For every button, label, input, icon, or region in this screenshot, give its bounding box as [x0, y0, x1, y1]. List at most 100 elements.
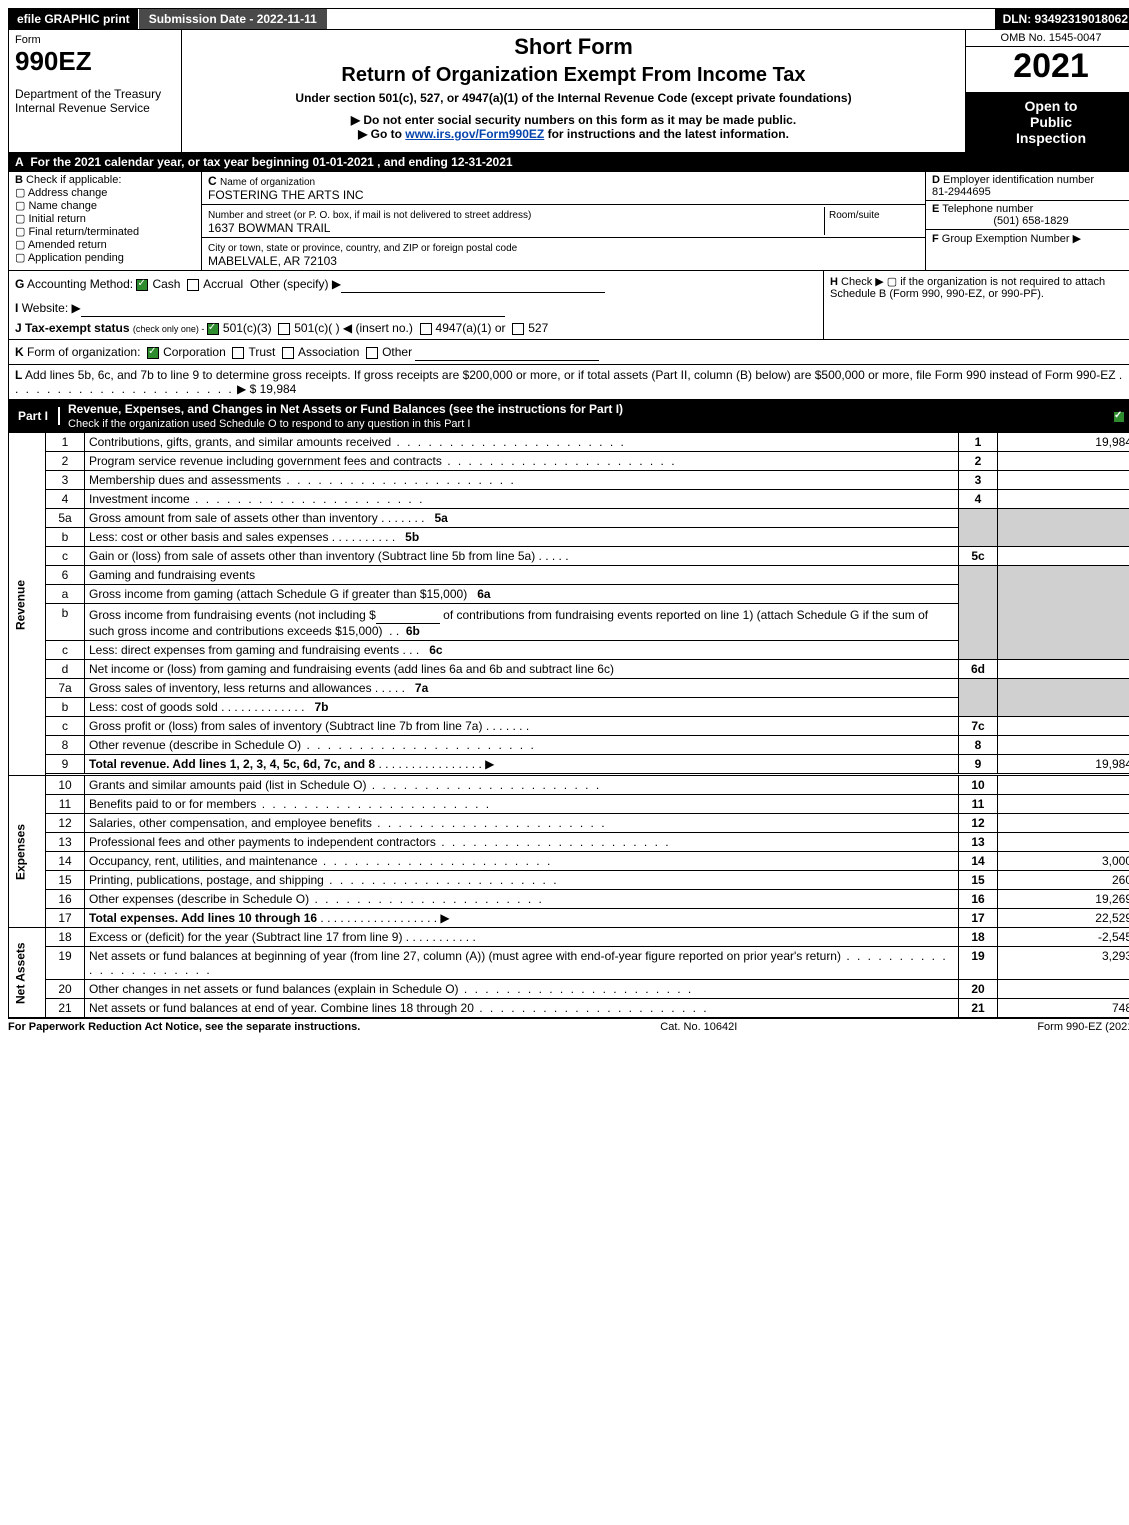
dept-treasury: Department of the Treasury — [15, 87, 175, 101]
line-6: 6Gaming and fundraising events — [9, 566, 1129, 585]
chk-cash[interactable] — [136, 279, 148, 291]
sub-7a: 7a — [415, 681, 428, 695]
part-i-title: Revenue, Expenses, and Changes in Net As… — [60, 400, 631, 432]
k-row: K Form of organization: Corporation Trus… — [8, 340, 1129, 365]
chk-final[interactable]: Final return/terminated — [15, 226, 139, 238]
h-text: Check ▶ ▢ if the organization is not req… — [830, 276, 1105, 300]
l5a-desc: Gross amount from sale of assets other t… — [89, 511, 378, 525]
l8-amt — [998, 736, 1129, 755]
website-input[interactable] — [81, 299, 505, 317]
short-form-title: Short Form — [192, 34, 955, 60]
l2-amt — [998, 452, 1129, 471]
dln: DLN: 93492319018062 — [995, 9, 1129, 29]
row-a: A For the 2021 calendar year, or tax yea… — [8, 153, 1129, 172]
l4-desc: Investment income — [89, 492, 190, 506]
g-block: G Accounting Method: Cash Accrual Other … — [9, 271, 823, 339]
cash-label: Cash — [152, 277, 180, 291]
goto-link[interactable]: www.irs.gov/Form990EZ — [405, 127, 544, 141]
gh-row: G Accounting Method: Cash Accrual Other … — [8, 271, 1129, 340]
open-line2: Public — [970, 114, 1129, 130]
line-5a: 5aGross amount from sale of assets other… — [9, 509, 1129, 528]
l7a-desc: Gross sales of inventory, less returns a… — [89, 681, 372, 695]
part-i-check: Check if the organization used Schedule … — [68, 418, 470, 430]
city-label: City or town, state or province, country… — [208, 243, 517, 254]
e-block: E Telephone number (501) 658-1829 — [926, 201, 1129, 230]
chk-corp[interactable] — [147, 347, 159, 359]
k-o2: Trust — [248, 345, 275, 359]
l20-desc: Other changes in net assets or fund bala… — [89, 982, 459, 996]
street-value: 1637 BOWMAN TRAIL — [208, 221, 330, 235]
part-i-title-text: Revenue, Expenses, and Changes in Net As… — [68, 402, 623, 416]
chk-amended[interactable]: Amended return — [15, 239, 107, 251]
line-8: 8Other revenue (describe in Schedule O)8 — [9, 736, 1129, 755]
line-10: Expenses 10Grants and similar amounts pa… — [9, 776, 1129, 795]
c-street-row: Number and street (or P. O. box, if mail… — [202, 205, 925, 238]
sub-6a: 6a — [477, 587, 490, 601]
l1-desc: Contributions, gifts, grants, and simila… — [89, 435, 391, 449]
l1-amt: 19,984 — [998, 433, 1129, 452]
l13-amt — [998, 833, 1129, 852]
chk-name[interactable]: Name change — [15, 200, 97, 212]
f-arrow: ▶ — [1073, 233, 1081, 245]
goto-post: for instructions and the latest informat… — [548, 127, 789, 141]
revenue-label: Revenue — [9, 433, 46, 776]
l2-desc: Program service revenue including govern… — [89, 454, 442, 468]
line-6d: dNet income or (loss) from gaming and fu… — [9, 660, 1129, 679]
chk-501c[interactable] — [278, 323, 290, 335]
chk-4947[interactable] — [420, 323, 432, 335]
chk-501c3[interactable] — [207, 323, 219, 335]
sub-6c: 6c — [429, 643, 442, 657]
chk-scheduleo[interactable] — [1113, 411, 1125, 423]
line-2: 2Program service revenue including gover… — [9, 452, 1129, 471]
l-row: L Add lines 5b, 6c, and 7b to line 9 to … — [8, 365, 1129, 400]
form-title: Return of Organization Exempt From Incom… — [192, 64, 955, 87]
other-specify-input[interactable] — [341, 275, 605, 293]
chk-accrual[interactable] — [187, 279, 199, 291]
line-4: 4Investment income4 — [9, 490, 1129, 509]
l14-desc: Occupancy, rent, utilities, and maintena… — [89, 854, 318, 868]
j-o2: 501(c)( ) ◀ (insert no.) — [294, 321, 413, 335]
chk-527[interactable] — [512, 323, 524, 335]
line-9: 9Total revenue. Add lines 1, 2, 3, 4, 5c… — [9, 755, 1129, 774]
header-center: Short Form Return of Organization Exempt… — [182, 30, 965, 152]
f-label: Group Exemption Number — [942, 233, 1070, 245]
l17-amt: 22,529 — [998, 909, 1129, 928]
k-o1: Corporation — [163, 345, 226, 359]
sub-5b: 5b — [405, 530, 419, 544]
l9-desc: Total revenue. Add lines 1, 2, 3, 4, 5c,… — [89, 757, 375, 771]
l6b-input[interactable] — [376, 606, 440, 624]
top-bar: efile GRAPHIC print Submission Date - 20… — [8, 8, 1129, 30]
efile-label[interactable]: efile GRAPHIC print — [9, 9, 138, 29]
l-arrow: ▶ — [237, 382, 246, 396]
org-name: FOSTERING THE ARTS INC — [208, 188, 364, 202]
footer-right: Form 990-EZ (2021) — [1037, 1021, 1129, 1033]
k-label: Form of organization: — [27, 345, 140, 359]
street-label: Number and street (or P. O. box, if mail… — [208, 210, 531, 221]
chk-other-org[interactable] — [366, 347, 378, 359]
d-label: Employer identification number — [943, 174, 1094, 186]
omb-number: OMB No. 1545-0047 — [966, 30, 1129, 47]
other-org-input[interactable] — [415, 343, 599, 361]
chk-assoc[interactable] — [282, 347, 294, 359]
c-street: Number and street (or P. O. box, if mail… — [208, 207, 824, 235]
l19-amt: 3,293 — [998, 947, 1129, 980]
irs-label: Internal Revenue Service — [15, 101, 175, 115]
spacer — [327, 9, 995, 29]
tax-year: 2021 — [966, 47, 1129, 92]
h-block: H Check ▶ ▢ if the organization is not r… — [823, 271, 1129, 339]
chk-trust[interactable] — [232, 347, 244, 359]
col-c: C Name of organization FOSTERING THE ART… — [202, 172, 925, 270]
chk-pending[interactable]: Application pending — [15, 252, 124, 264]
form-subtitle: Under section 501(c), 527, or 4947(a)(1)… — [192, 91, 955, 105]
form-word: Form — [15, 34, 175, 46]
chk-initial[interactable]: Initial return — [15, 213, 86, 225]
l15-amt: 260 — [998, 871, 1129, 890]
c-label: Name of organization — [220, 177, 315, 188]
part-i-bar: Part I Revenue, Expenses, and Changes in… — [8, 400, 1129, 432]
instruction-ssn: Do not enter social security numbers on … — [192, 113, 955, 127]
chk-address[interactable]: Address change — [15, 187, 107, 199]
line-18: Net Assets 18Excess or (deficit) for the… — [9, 928, 1129, 947]
j-o3: 4947(a)(1) or — [436, 321, 506, 335]
l13-desc: Professional fees and other payments to … — [89, 835, 436, 849]
footer-center: Cat. No. 10642I — [660, 1021, 737, 1033]
